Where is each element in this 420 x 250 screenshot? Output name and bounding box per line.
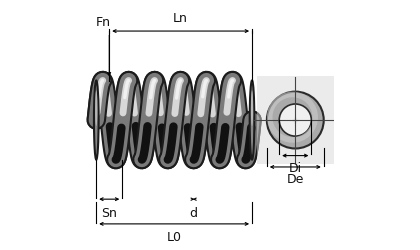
Ellipse shape [250,80,255,160]
Ellipse shape [267,92,324,148]
Ellipse shape [95,90,97,126]
Ellipse shape [251,90,253,126]
Ellipse shape [279,104,311,136]
Text: L0: L0 [167,231,182,244]
Text: De: De [286,173,304,186]
Text: Di: Di [289,162,302,175]
Text: d: d [189,206,198,220]
Ellipse shape [94,80,99,160]
Text: Ln: Ln [173,12,188,25]
Text: Fn: Fn [96,16,110,28]
Text: Sn: Sn [101,206,117,220]
FancyBboxPatch shape [257,76,333,164]
